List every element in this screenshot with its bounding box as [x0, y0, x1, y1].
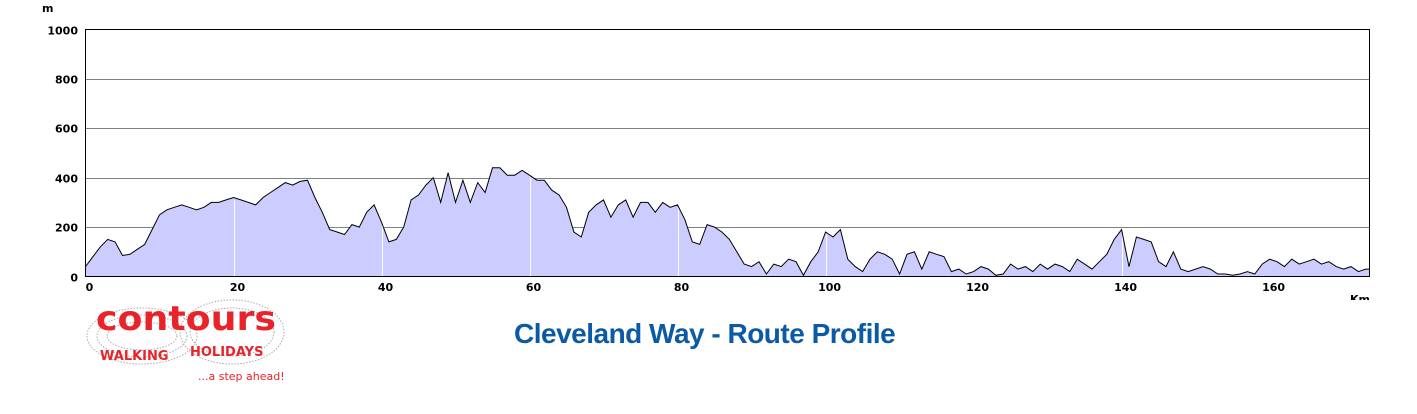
x-tick-label: 100: [818, 281, 841, 294]
contours-logo: contours WALKING HOLIDAYS ...a step ahea…: [86, 299, 285, 383]
x-tick-label: 40: [378, 281, 394, 294]
x-tick-label: 20: [230, 281, 246, 294]
y-tick-label: 200: [55, 222, 78, 235]
y-tick-label: 800: [55, 74, 78, 87]
svg-text:contours: contours: [96, 299, 276, 339]
x-tick-label: 120: [966, 281, 989, 294]
x-tick-label: 80: [674, 281, 690, 294]
elevation-line: [85, 167, 1370, 277]
x-tick-label: 160: [1262, 281, 1285, 294]
x-tick-label: 60: [526, 281, 542, 294]
plot-frame: [85, 29, 1370, 277]
svg-text:HOLIDAYS: HOLIDAYS: [190, 345, 263, 360]
elevation-area: [85, 167, 1370, 277]
y-tick-label: 0: [70, 272, 78, 285]
y-axis-label: m: [42, 2, 53, 15]
y-tick-label: 600: [55, 123, 78, 136]
x-tick-label: 0: [86, 281, 94, 294]
y-axis: 0 200 400 600 800 1000: [47, 25, 78, 285]
y-tick-label: 1000: [47, 25, 78, 38]
svg-text:...a step ahead!: ...a step ahead!: [198, 370, 285, 383]
grid-lines: [85, 79, 1370, 228]
chart-title: Cleveland Way - Route Profile: [514, 318, 896, 349]
x-axis: 0 20 40 60 80 100 120 140 160: [86, 281, 1286, 294]
y-tick-label: 400: [55, 173, 78, 186]
x-axis-label: Km: [1350, 293, 1370, 300]
x-tick-label: 140: [1114, 281, 1137, 294]
km-markers: [234, 178, 1123, 277]
svg-text:WALKING: WALKING: [100, 349, 169, 364]
